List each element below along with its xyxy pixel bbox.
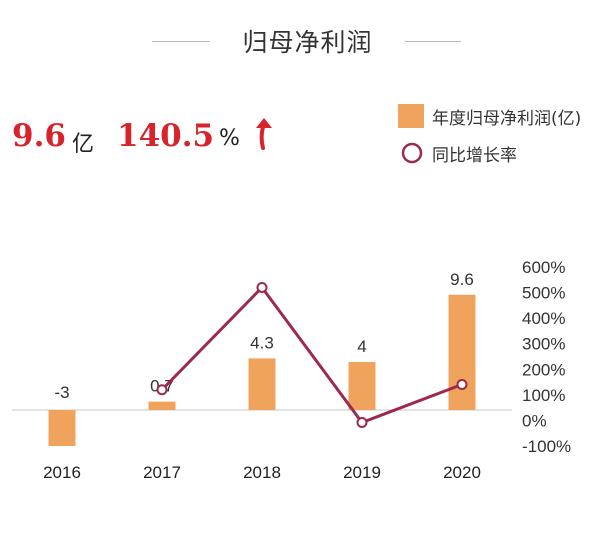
data-label-2020: 9.6 <box>450 270 474 289</box>
x-tick-2019: 2019 <box>343 463 381 482</box>
kpi-growth-unit: % <box>219 126 240 151</box>
y-right-tick-0: 600% <box>522 258 565 277</box>
y-right-tick-4: 200% <box>522 360 565 379</box>
title-divider-left <box>152 41 210 42</box>
up-arrow-icon <box>256 118 272 150</box>
x-tick-2018: 2018 <box>243 463 281 482</box>
x-tick-2020: 2020 <box>443 463 481 482</box>
x-tick-2017: 2017 <box>143 463 181 482</box>
growth-point-2018 <box>256 281 268 293</box>
growth-point-2017 <box>156 384 168 396</box>
data-label-2018: 4.3 <box>250 333 274 352</box>
kpi-profit-unit: 亿 <box>72 132 95 157</box>
data-label-2016: -3 <box>54 383 69 402</box>
y-right-tick-5: 100% <box>522 386 565 405</box>
legend-bar-label: 年度归母净利润(亿) <box>432 109 582 129</box>
legend-line-marker-icon <box>401 142 423 164</box>
kpi-profit-value: 9.6 <box>12 118 66 154</box>
bar-2017 <box>148 401 176 410</box>
y-right-tick-3: 300% <box>522 335 565 354</box>
legend-bar-entry: 年度归母净利润(亿) <box>398 104 608 130</box>
chart-header: 归母净利润 <box>0 18 611 62</box>
y-right-tick-7: -100% <box>522 437 571 456</box>
bar-2016 <box>48 410 76 446</box>
y-right-tick-2: 400% <box>522 309 565 328</box>
legend-line-label: 同比增长率 <box>432 146 517 166</box>
x-tick-2016: 2016 <box>43 463 81 482</box>
bar-2019 <box>348 362 376 410</box>
bar-2020 <box>448 294 476 410</box>
kpi-summary: 9.6 亿 140.5 % <box>12 118 312 168</box>
title-divider-right <box>405 41 461 42</box>
legend-line-entry: 同比增长率 <box>398 141 608 167</box>
legend-bar-swatch <box>398 104 424 128</box>
kpi-growth-value: 140.5 <box>117 118 215 154</box>
growth-point-2019 <box>356 416 368 428</box>
y-right-tick-1: 500% <box>522 284 565 303</box>
chart-title: 归母净利润 <box>242 28 373 57</box>
data-label-2019: 4 <box>357 337 366 356</box>
y-right-tick-6: 0% <box>522 411 547 430</box>
growth-line <box>160 285 463 424</box>
bar-2018 <box>248 358 276 410</box>
growth-point-2020 <box>456 379 468 391</box>
